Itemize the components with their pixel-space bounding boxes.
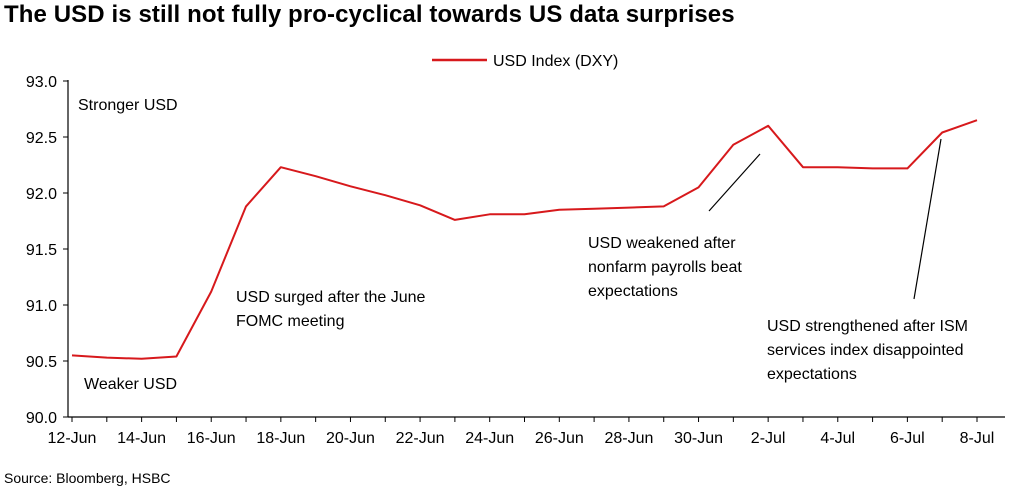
annotation-strengthened-ism-line: USD strengthened after ISM (767, 318, 968, 335)
y-tick-label: 92.0 (26, 186, 57, 203)
x-tick-label: 26-Jun (535, 430, 584, 447)
chart-title: The USD is still not fully pro-cyclical … (4, 1, 735, 28)
annotation-surged-fomc-line: USD surged after the June (236, 289, 426, 306)
annotations: Stronger USD Weaker USD USD surged after t… (78, 97, 968, 393)
y-tick-label: 91.5 (26, 242, 57, 259)
annotation-pointer-nfp (708, 153, 761, 212)
y-tick-label: 90.5 (26, 354, 57, 371)
y-tick-label: 90.0 (26, 410, 57, 427)
annotation-weakened-nfp-line: USD weakened after (588, 235, 736, 252)
x-tick-label: 24-Jun (465, 430, 514, 447)
annotation-weakened-nfp: USD weakened after nonfarm payrolls beat e… (588, 235, 742, 300)
annotation-stronger-usd: Stronger USD (78, 97, 178, 114)
x-tick-label: 20-Jun (326, 430, 375, 447)
x-tick-label: 28-Jun (604, 430, 653, 447)
series-layer (71, 119, 978, 360)
axes: 90.0 90.5 91.0 91.5 92.0 92.5 93.0 12-Jun 14-Jun… (26, 74, 1005, 447)
x-tick-label: 16-Jun (187, 430, 236, 447)
annotation-pointer-ism (913, 138, 942, 300)
annotation-weakened-nfp-line: expectations (588, 283, 678, 300)
y-tick-label: 91.0 (26, 298, 57, 315)
x-tick-label: 4-Jul (820, 430, 855, 447)
x-tick-label: 14-Jun (117, 430, 166, 447)
x-tick-label: 8-Jul (960, 430, 995, 447)
annotation-surged-fomc: USD surged after the June FOMC meeting (236, 289, 426, 330)
annotation-weaker-usd: Weaker USD (84, 376, 177, 393)
annotation-surged-fomc-line: FOMC meeting (236, 313, 344, 330)
annotation-strengthened-ism-line: expectations (767, 366, 857, 383)
annotation-strengthened-ism: USD strengthened after ISM services index… (767, 318, 968, 383)
annotation-weakened-nfp-line: nonfarm payrolls beat (588, 259, 742, 276)
annotation-weaker-usd-line: Weaker USD (84, 376, 177, 393)
x-tick-label: 12-Jun (48, 430, 97, 447)
source-note: Source: Bloomberg, HSBC (4, 470, 171, 486)
y-tick-label: 92.5 (26, 130, 57, 147)
annotation-strengthened-ism-line: services index disappointed (767, 342, 964, 359)
legend-label: USD Index (DXY) (493, 53, 618, 70)
x-tick-label: 22-Jun (396, 430, 445, 447)
x-tick-label: 30-Jun (674, 430, 723, 447)
x-tick-label: 18-Jun (256, 430, 305, 447)
legend: USD Index (DXY) (432, 53, 618, 70)
y-tick-label: 93.0 (26, 74, 57, 91)
x-tick-label: 2-Jul (751, 430, 786, 447)
annotation-stronger-usd-line: Stronger USD (78, 97, 178, 114)
series-line-usd-index (71, 119, 978, 360)
x-tick-label: 6-Jul (890, 430, 925, 447)
